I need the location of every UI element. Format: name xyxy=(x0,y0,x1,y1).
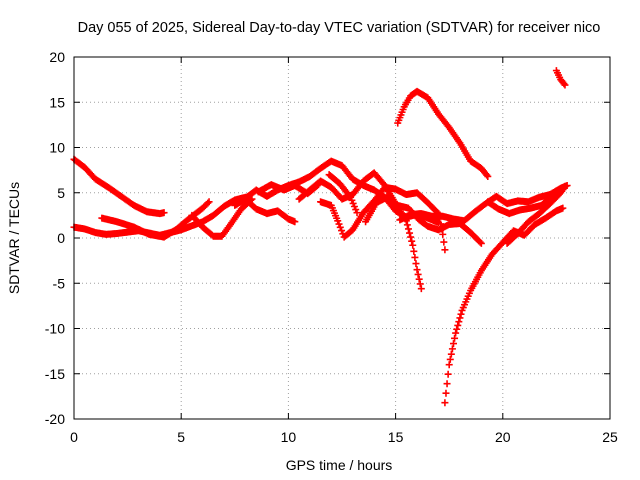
data-series-group xyxy=(70,67,571,407)
y-tick-label: 0 xyxy=(57,230,65,246)
data-series-track-9 xyxy=(317,183,449,254)
data-series-track-17 xyxy=(552,67,569,89)
data-point xyxy=(204,199,212,207)
y-tick-label: 15 xyxy=(49,94,65,110)
data-point xyxy=(483,171,491,179)
data-point xyxy=(557,187,565,195)
data-point xyxy=(445,361,453,369)
data-point xyxy=(443,380,451,388)
data-point xyxy=(416,280,424,288)
data-point xyxy=(414,270,422,278)
y-tick-label: 10 xyxy=(49,140,65,156)
x-tick-label: 20 xyxy=(495,429,511,445)
data-point xyxy=(560,80,568,88)
data-point xyxy=(439,230,447,238)
data-point xyxy=(441,246,449,254)
data-point xyxy=(453,325,461,333)
data-series-track-10 xyxy=(325,171,361,217)
data-point xyxy=(345,192,353,200)
data-series-track-12 xyxy=(396,182,571,225)
data-point xyxy=(455,318,463,326)
data-series-track-16 xyxy=(484,187,565,218)
data-series-track-1 xyxy=(70,155,168,218)
data-point xyxy=(408,237,416,245)
data-series-track-6 xyxy=(231,195,299,226)
y-tick-label: 20 xyxy=(49,49,65,65)
data-point xyxy=(561,182,569,190)
data-point xyxy=(403,221,411,229)
data-point xyxy=(457,310,465,318)
data-point xyxy=(411,253,419,261)
data-point xyxy=(160,209,168,217)
data-series-track-8 xyxy=(295,169,425,293)
data-point xyxy=(561,81,569,89)
x-axis-label: GPS time / hours xyxy=(286,457,393,473)
data-point xyxy=(413,266,421,274)
data-point xyxy=(440,238,448,246)
data-point xyxy=(448,345,456,353)
data-series-track-13 xyxy=(394,87,492,180)
x-tick-label: 10 xyxy=(281,429,297,445)
data-point xyxy=(454,321,462,329)
data-series-track-4 xyxy=(188,195,256,240)
data-point xyxy=(410,247,418,255)
y-tick-label: -5 xyxy=(53,275,66,291)
y-tick-label: 5 xyxy=(57,185,65,201)
data-point xyxy=(404,225,412,233)
data-point xyxy=(559,204,567,212)
data-series-track-14 xyxy=(441,204,567,407)
data-point xyxy=(205,198,213,206)
x-tick-label: 5 xyxy=(177,429,185,445)
data-point xyxy=(441,399,449,407)
data-point xyxy=(335,220,343,228)
data-point xyxy=(336,223,344,231)
data-point xyxy=(406,229,414,237)
data-point xyxy=(477,239,485,247)
data-point xyxy=(442,389,450,397)
data-point xyxy=(409,241,417,249)
y-tick-label: -10 xyxy=(45,321,65,337)
y-tick-label: -20 xyxy=(45,411,65,427)
data-point xyxy=(451,334,459,342)
data-point xyxy=(415,275,423,283)
x-tick-label: 15 xyxy=(388,429,404,445)
x-tick-label: 0 xyxy=(70,429,78,445)
data-point xyxy=(412,260,420,268)
chart-title: Day 055 of 2025, Sidereal Day-to-day VTE… xyxy=(78,20,601,36)
x-tick-label: 25 xyxy=(602,429,618,445)
data-point xyxy=(291,218,299,226)
data-point xyxy=(334,217,342,225)
data-point xyxy=(338,227,346,235)
y-tick-label: -15 xyxy=(45,366,65,382)
data-series-track-15 xyxy=(503,182,569,247)
data-point xyxy=(444,370,452,378)
data-point xyxy=(407,233,415,241)
data-point xyxy=(353,209,361,217)
data-point xyxy=(447,350,455,358)
data-point xyxy=(446,355,454,363)
data-point xyxy=(476,238,484,246)
data-point xyxy=(449,340,457,348)
axis-ticks: 0 5 10 15 20 25 -20 -15 -10 -5 0 5 10 15 20 xyxy=(45,49,618,445)
data-point xyxy=(484,172,492,180)
data-point xyxy=(452,329,460,337)
data-point xyxy=(417,285,425,293)
y-axis-label: SDTVAR / TECUs xyxy=(6,182,22,294)
grid-lines xyxy=(74,57,610,419)
data-point xyxy=(456,314,464,322)
